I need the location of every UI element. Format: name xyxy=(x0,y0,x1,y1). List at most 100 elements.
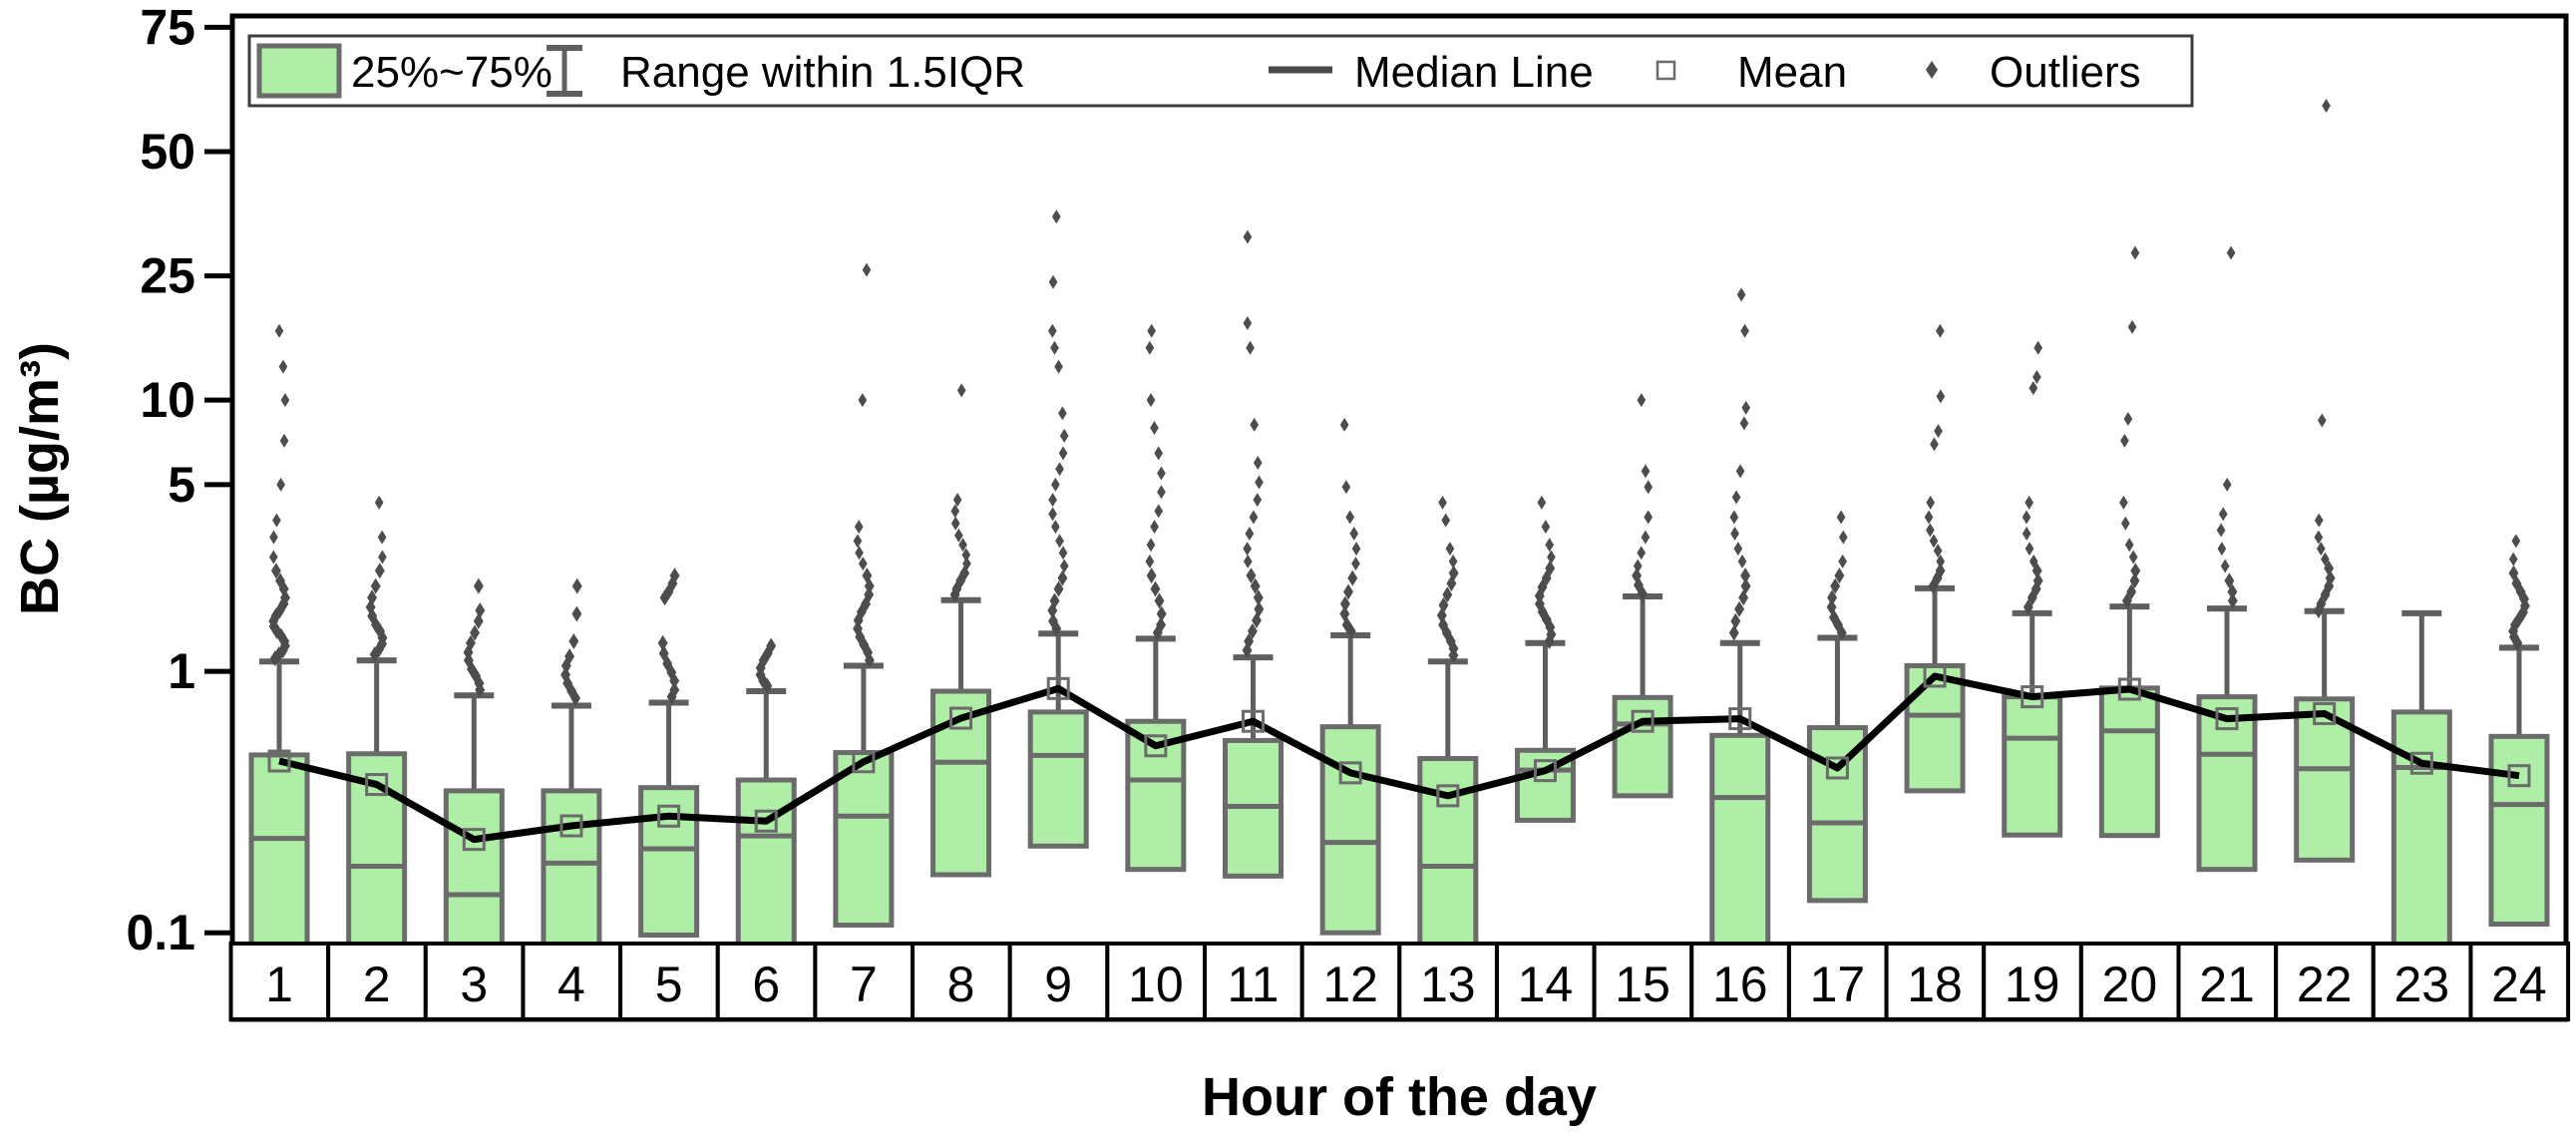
outlier-point xyxy=(1351,557,1360,572)
hour-label: 20 xyxy=(2102,956,2158,1012)
legend-range-label: Range within 1.5IQR xyxy=(620,48,1025,97)
outlier-point xyxy=(1048,274,1058,289)
outlier-point xyxy=(952,493,962,508)
outlier-point xyxy=(268,550,278,565)
outlier-point xyxy=(1250,577,1261,594)
iqr-box xyxy=(1709,732,1771,944)
outlier-point xyxy=(2031,563,2042,579)
outlier-point xyxy=(1054,359,1063,374)
mean-marker xyxy=(2117,677,2141,701)
mean-marker xyxy=(2409,751,2433,775)
outlier-point xyxy=(958,538,967,553)
hour-label: 6 xyxy=(752,956,780,1012)
iqr-box xyxy=(1612,694,1673,799)
outlier-point xyxy=(560,666,570,683)
outlier-point xyxy=(1836,510,1846,525)
mean-marker xyxy=(1144,734,1168,758)
y-tick-label: 50 xyxy=(140,124,195,180)
outlier-point xyxy=(2024,542,2034,557)
mean-marker xyxy=(949,706,973,730)
outlier-point xyxy=(2226,245,2236,260)
hour-label-cell xyxy=(521,942,623,1021)
hour-label-cell xyxy=(1105,942,1207,1021)
hour-label: 12 xyxy=(1322,956,1378,1012)
outlier-point xyxy=(1446,574,1457,591)
outlier-point xyxy=(1051,209,1061,224)
outlier-point xyxy=(1924,510,1934,525)
outlier-point xyxy=(1146,538,1156,553)
outlier-point xyxy=(1057,570,1068,586)
outlier-point xyxy=(855,546,864,561)
outlier-point xyxy=(1048,507,1057,522)
hour-label: 17 xyxy=(1810,956,1866,1012)
outlier-point xyxy=(269,530,278,545)
outlier-point xyxy=(1047,323,1057,338)
outlier-point xyxy=(271,622,282,639)
outlier-point xyxy=(2510,616,2520,633)
outlier-point xyxy=(862,262,872,277)
legend-box-label: 25%~75% xyxy=(351,48,552,97)
outlier-point xyxy=(2028,381,2038,396)
outlier-point xyxy=(1736,287,1746,302)
outlier-point xyxy=(950,504,960,519)
chart-marks-layer xyxy=(248,99,2550,944)
hour-label: 18 xyxy=(1907,956,1963,1012)
mean-marker xyxy=(1728,707,1752,731)
mean-marker xyxy=(1825,756,1849,780)
hour-label: 1 xyxy=(265,956,293,1012)
mean-marker xyxy=(1338,761,1362,785)
iqr-box xyxy=(2098,685,2160,839)
outlier-point xyxy=(369,646,380,663)
outlier-point xyxy=(1740,568,1751,584)
outlier-point xyxy=(2130,563,2141,579)
hour-label-cell xyxy=(1494,942,1597,1021)
outlier-point xyxy=(766,637,777,654)
outlier-point xyxy=(853,534,863,549)
outlier-point xyxy=(1738,589,1749,606)
iqr-box xyxy=(443,788,505,944)
outlier-point xyxy=(2314,513,2324,528)
outlier-point xyxy=(2130,245,2140,260)
outlier-point xyxy=(1734,600,1745,617)
outlier-point xyxy=(568,632,579,649)
outlier-point xyxy=(1838,554,1847,569)
outlier-point xyxy=(1541,520,1551,535)
outlier-point xyxy=(2119,495,2128,510)
outlier-point xyxy=(374,495,384,510)
outlier-point xyxy=(1741,400,1751,415)
legend-outliers-icon xyxy=(1926,61,1938,79)
hour-label: 3 xyxy=(460,956,488,1012)
outlier-point xyxy=(1058,546,1068,561)
outlier-point xyxy=(1047,602,1058,619)
iqr-box xyxy=(2002,694,2063,838)
outlier-point xyxy=(1838,530,1848,545)
outlier-point xyxy=(659,589,670,606)
outlier-point xyxy=(1243,315,1253,330)
outlier-point xyxy=(953,528,963,543)
outlier-point xyxy=(669,568,680,584)
hour-label: 4 xyxy=(557,956,585,1012)
mean-marker xyxy=(657,804,681,828)
outlier-point xyxy=(2123,412,2133,427)
outlier-point xyxy=(2324,577,2335,594)
outlier-point xyxy=(959,565,970,581)
outlier-point xyxy=(280,393,290,408)
outlier-point xyxy=(1157,466,1166,481)
hour-label: 2 xyxy=(363,956,391,1012)
outlier-point xyxy=(1442,586,1453,603)
outlier-point xyxy=(278,595,289,612)
outlier-point xyxy=(1339,417,1349,432)
outlier-point xyxy=(378,550,387,565)
outlier-point xyxy=(1053,580,1064,597)
outlier-point xyxy=(1339,595,1350,612)
outlier-point xyxy=(658,645,669,662)
outlier-point xyxy=(274,323,284,338)
outlier-point xyxy=(1253,456,1263,471)
hour-label: 23 xyxy=(2393,956,2449,1012)
outlier-point xyxy=(1547,550,1556,565)
outlier-point xyxy=(666,688,677,705)
mean-marker xyxy=(2021,685,2044,709)
hour-label-cell xyxy=(2468,942,2571,1021)
